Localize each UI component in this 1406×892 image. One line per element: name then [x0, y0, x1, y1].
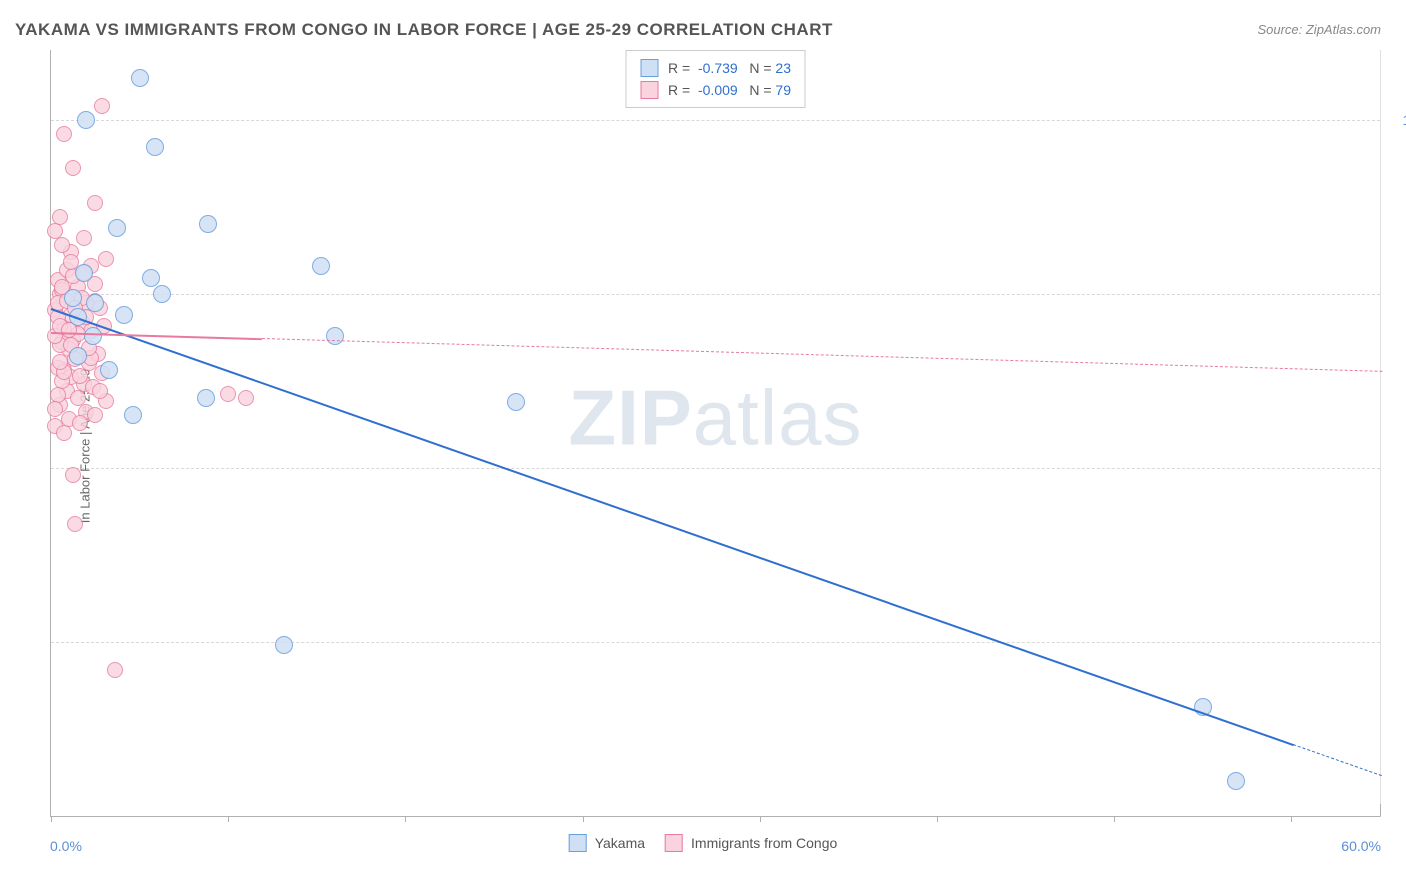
watermark: ZIPatlas [568, 372, 862, 463]
legend-swatch [640, 59, 658, 77]
scatter-point [107, 662, 123, 678]
regression-line [51, 308, 1294, 746]
scatter-point [87, 195, 103, 211]
series-legend: Yakama Immigrants from Congo [569, 834, 838, 852]
legend-swatch [665, 834, 683, 852]
scatter-point [197, 389, 215, 407]
scatter-point [56, 425, 72, 441]
scatter-point [86, 294, 104, 312]
scatter-point [47, 401, 63, 417]
scatter-point [275, 636, 293, 654]
x-tick [1380, 804, 1381, 816]
scatter-point [52, 354, 68, 370]
scatter-point [131, 69, 149, 87]
legend-swatch [569, 834, 587, 852]
y-tick-label: 87.5% [1390, 286, 1406, 302]
scatter-point [153, 285, 171, 303]
plot-area: ZIPatlas 62.5%75.0%87.5%100.0% [51, 50, 1380, 816]
x-tick [937, 816, 938, 822]
scatter-point [98, 251, 114, 267]
scatter-point [108, 219, 126, 237]
scatter-point [72, 368, 88, 384]
legend-stats: R = -0.739 N = 23 [668, 57, 791, 79]
scatter-point [199, 215, 217, 233]
legend-label: Yakama [595, 835, 645, 851]
legend-item: Immigrants from Congo [665, 834, 837, 852]
scatter-point [56, 126, 72, 142]
scatter-point [124, 406, 142, 424]
regression-line [1293, 744, 1382, 776]
legend-row: R = -0.009 N = 79 [640, 79, 791, 101]
scatter-point [54, 237, 70, 253]
x-tick [583, 816, 584, 822]
legend-label: Immigrants from Congo [691, 835, 837, 851]
scatter-point [67, 516, 83, 532]
scatter-point [94, 98, 110, 114]
source-label: Source: ZipAtlas.com [1257, 22, 1381, 37]
scatter-point [100, 361, 118, 379]
y-tick-label: 100.0% [1390, 112, 1406, 128]
x-label-max: 60.0% [1341, 838, 1381, 854]
scatter-point [76, 230, 92, 246]
x-label-min: 0.0% [50, 838, 82, 854]
scatter-point [220, 386, 236, 402]
scatter-point [115, 306, 133, 324]
chart-frame: ZIPatlas 62.5%75.0%87.5%100.0% R = -0.73… [50, 50, 1381, 817]
scatter-point [326, 327, 344, 345]
regression-line [262, 338, 1382, 372]
gridline [51, 642, 1380, 643]
scatter-point [142, 269, 160, 287]
scatter-point [146, 138, 164, 156]
legend-swatch [640, 81, 658, 99]
gridline [51, 294, 1380, 295]
y-tick-label: 62.5% [1390, 634, 1406, 650]
watermark-bold: ZIP [568, 373, 692, 461]
scatter-point [77, 111, 95, 129]
chart-container: YAKAMA VS IMMIGRANTS FROM CONGO IN LABOR… [0, 0, 1406, 892]
x-tick [228, 816, 229, 822]
y-tick-label: 75.0% [1390, 460, 1406, 476]
legend-stats: R = -0.009 N = 79 [668, 79, 791, 101]
legend-row: R = -0.739 N = 23 [640, 57, 791, 79]
scatter-point [507, 393, 525, 411]
scatter-point [238, 390, 254, 406]
x-tick [51, 816, 52, 822]
scatter-point [69, 347, 87, 365]
scatter-point [84, 327, 102, 345]
gridline [51, 120, 1380, 121]
x-tick [1114, 816, 1115, 822]
scatter-point [1227, 772, 1245, 790]
scatter-point [72, 415, 88, 431]
chart-title: YAKAMA VS IMMIGRANTS FROM CONGO IN LABOR… [15, 20, 833, 40]
correlation-legend: R = -0.739 N = 23R = -0.009 N = 79 [625, 50, 806, 108]
x-tick [760, 816, 761, 822]
x-tick [405, 816, 406, 822]
legend-item: Yakama [569, 834, 645, 852]
watermark-rest: atlas [693, 373, 863, 461]
x-tick [1291, 816, 1292, 822]
scatter-point [75, 264, 93, 282]
scatter-point [64, 289, 82, 307]
scatter-point [87, 407, 103, 423]
scatter-point [65, 160, 81, 176]
scatter-point [65, 467, 81, 483]
gridline [51, 468, 1380, 469]
scatter-point [312, 257, 330, 275]
scatter-point [92, 383, 108, 399]
